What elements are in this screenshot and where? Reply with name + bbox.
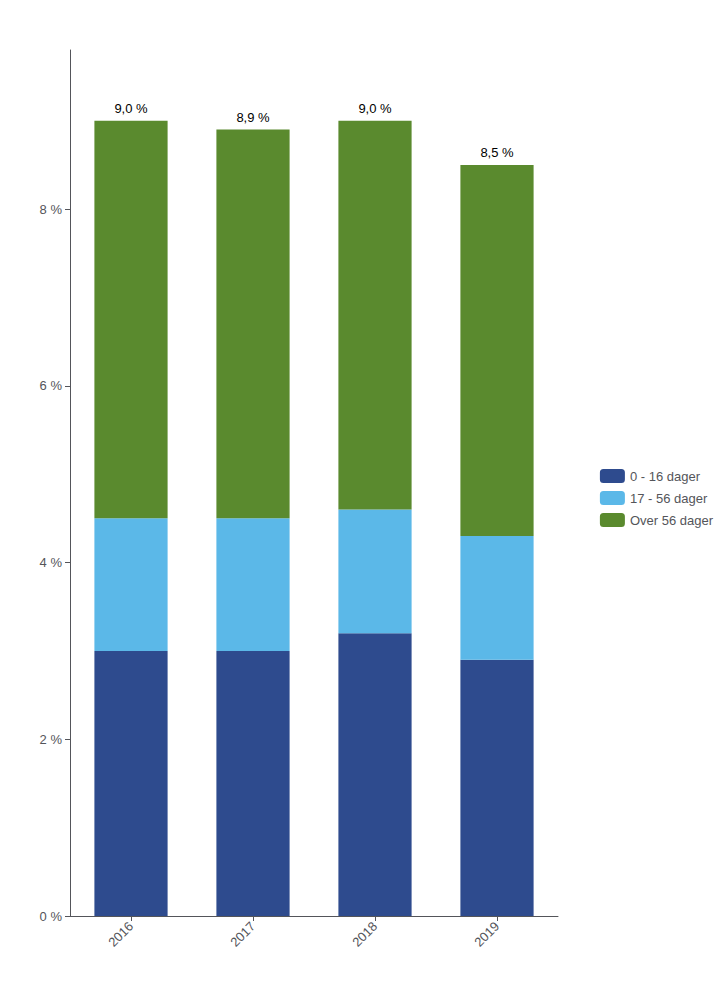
svg-text:Over 56 dager: Over 56 dager [630, 513, 714, 528]
svg-text:17 - 56 dager: 17 - 56 dager [630, 491, 708, 506]
svg-text:8,5 %: 8,5 % [480, 145, 514, 160]
svg-text:0 %: 0 % [40, 909, 63, 924]
svg-text:9,0 %: 9,0 % [358, 101, 392, 116]
svg-text:6 %: 6 % [40, 378, 63, 393]
svg-text:2017: 2017 [227, 919, 258, 950]
svg-text:2016: 2016 [105, 919, 136, 950]
svg-text:2 %: 2 % [40, 732, 63, 747]
svg-text:2018: 2018 [349, 919, 380, 950]
svg-text:8 %: 8 % [40, 202, 63, 217]
svg-text:4 %: 4 % [40, 555, 63, 570]
svg-text:0 - 16 dager: 0 - 16 dager [630, 469, 701, 484]
svg-text:9,0 %: 9,0 % [114, 101, 148, 116]
svg-text:8,9 %: 8,9 % [236, 110, 270, 125]
svg-text:2019: 2019 [471, 919, 502, 950]
